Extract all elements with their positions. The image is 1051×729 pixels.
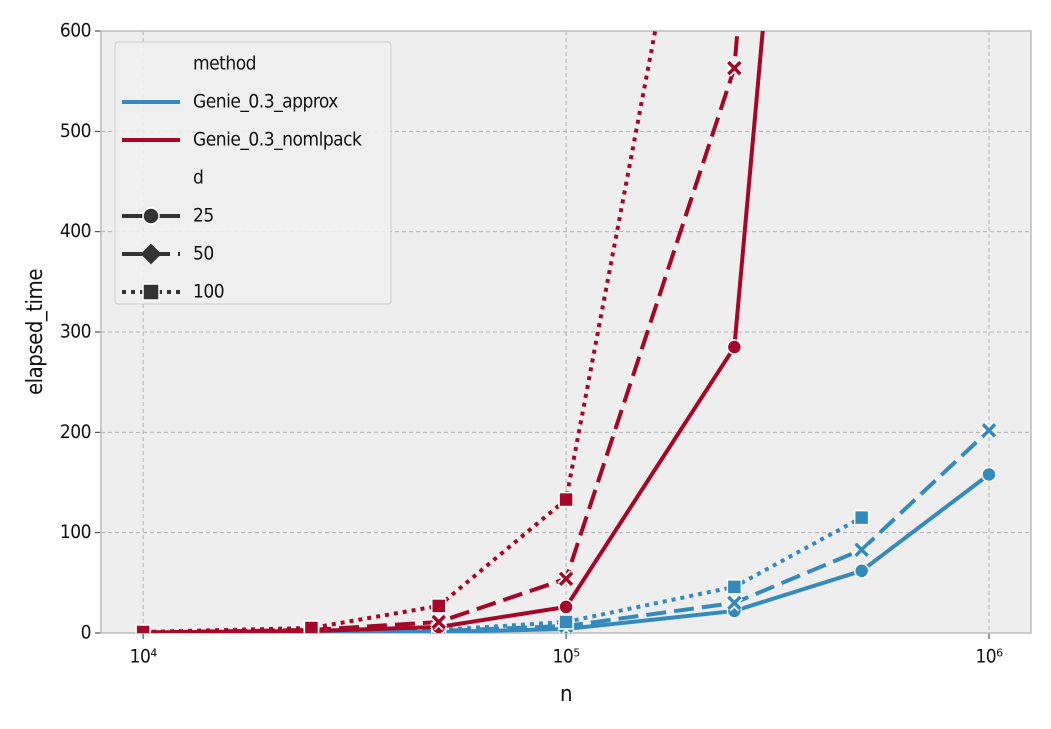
marker: [853, 563, 870, 579]
marker-core: [727, 595, 742, 611]
marker: [142, 283, 160, 301]
y-tick-label: 500: [60, 120, 91, 142]
y-tick-label: 400: [60, 220, 91, 242]
marker: [980, 421, 998, 439]
y-tick-label: 600: [60, 20, 91, 42]
marker-core: [854, 542, 869, 557]
legend-title: d: [193, 167, 203, 189]
marker: [142, 207, 160, 225]
y-tick-label: 100: [60, 521, 91, 543]
x-axis-label: n: [560, 682, 572, 707]
marker: [558, 599, 574, 615]
marker: [303, 620, 320, 633]
marker: [725, 594, 743, 612]
y-tick-label: 200: [60, 421, 91, 443]
marker-core: [727, 60, 742, 76]
x-tick-label: 10⁴: [130, 646, 158, 668]
legend-label: 100: [193, 281, 224, 303]
legend-title: method: [193, 53, 256, 75]
marker: [558, 491, 574, 508]
x-tick-label: 10⁶: [975, 646, 1003, 668]
marker: [726, 579, 743, 595]
marker: [726, 339, 743, 355]
marker: [853, 509, 870, 526]
legend-label: 25: [193, 205, 214, 227]
marker: [981, 466, 997, 483]
marker: [430, 613, 448, 631]
y-axis-label: elapsed_time: [23, 269, 48, 395]
plot-clip: [134, 31, 998, 633]
marker: [140, 243, 162, 265]
marker: [135, 624, 151, 633]
marker: [725, 59, 743, 77]
marker-core: [981, 423, 997, 438]
legend-label: 50: [193, 243, 214, 265]
y-tick-label: 0: [81, 622, 91, 644]
marker: [430, 598, 447, 614]
marker: [853, 541, 871, 559]
marker: [558, 614, 574, 630]
y-tick-label: 300: [60, 321, 91, 343]
legend-label: Genie_0.3_approx: [193, 91, 338, 113]
marker-core: [558, 571, 574, 587]
legend-box: [114, 41, 392, 305]
x-tick-label: 10⁵: [553, 646, 581, 668]
marker: [557, 570, 575, 588]
legend-label: Genie_0.3_nomlpack: [193, 129, 362, 151]
marker-core: [431, 614, 446, 630]
series-line: [143, 31, 740, 633]
